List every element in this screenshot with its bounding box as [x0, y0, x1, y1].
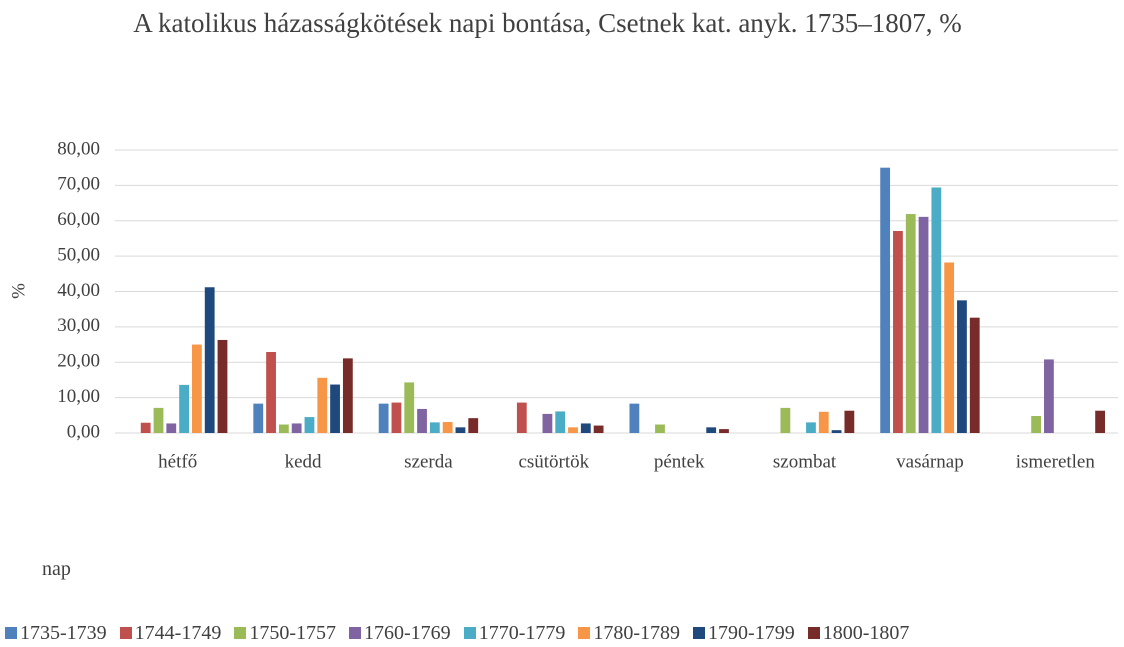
- bar: [831, 430, 842, 433]
- legend-item: 1744-1749: [119, 620, 222, 646]
- x-axis-label: nap: [42, 558, 71, 580]
- bar: [404, 382, 415, 433]
- y-tick-label: 10,00: [57, 386, 100, 407]
- legend: 1735-1739 1744-1749 1750-1757 1760-1769 1770…: [5, 620, 922, 646]
- x-tick-label: szombat: [773, 451, 837, 472]
- bar: [719, 429, 729, 433]
- bar: [291, 423, 302, 433]
- x-tick-label: csütörtök: [518, 451, 589, 472]
- bar: [516, 402, 527, 433]
- x-tick-label: szerda: [404, 451, 453, 472]
- chart-title: A katolikus házasságkötések napi bontása…: [133, 8, 962, 38]
- bar: [317, 377, 328, 433]
- bar: [468, 418, 479, 433]
- legend-label: 1735-1739: [20, 622, 107, 644]
- legend-label: 1760-1769: [364, 622, 451, 644]
- bar: [166, 423, 177, 433]
- bar: [555, 411, 566, 433]
- y-tick-label: 30,00: [57, 315, 100, 336]
- bar: [442, 422, 453, 433]
- legend-item: 1790-1799: [693, 620, 795, 646]
- legend-item: 1750-1757: [234, 620, 336, 646]
- bar: [391, 402, 402, 433]
- bar: [568, 427, 578, 433]
- legend-swatch: [578, 627, 591, 639]
- legend-item: 1770-1779: [463, 620, 566, 646]
- bar: [191, 344, 202, 433]
- bar: [844, 410, 855, 433]
- legend-swatch: [234, 627, 247, 639]
- bar: [957, 300, 967, 433]
- bar: [1044, 359, 1054, 433]
- x-tick-label: péntek: [654, 451, 705, 472]
- legend-label: 1800-1807: [822, 622, 910, 644]
- bar: [944, 262, 955, 433]
- bar: [818, 411, 829, 433]
- x-tick-label: kedd: [285, 451, 322, 472]
- bar: [655, 424, 665, 433]
- bar: [905, 214, 916, 433]
- bar: [278, 424, 289, 433]
- bar: [806, 422, 816, 433]
- legend-item: 1760-1769: [349, 620, 451, 646]
- bar: [253, 403, 264, 433]
- legend-label: 1790-1799: [708, 622, 795, 644]
- legend-item: 1735-1739: [5, 620, 107, 646]
- y-axis-label: %: [8, 283, 29, 299]
- legend-item: 1800-1807: [807, 620, 910, 646]
- x-tick-label: hétfő: [158, 451, 197, 472]
- bar: [629, 403, 640, 433]
- y-tick-label: 80,00: [57, 138, 100, 159]
- bar: [542, 413, 553, 433]
- bar: [266, 351, 276, 433]
- bar: [1031, 416, 1042, 433]
- bar: [931, 187, 942, 433]
- y-tick-label: 20,00: [57, 351, 100, 372]
- legend-swatch: [807, 627, 820, 639]
- y-tick-label: 70,00: [57, 174, 100, 195]
- legend-swatch: [119, 627, 132, 639]
- bar: [204, 287, 215, 433]
- bar: [342, 358, 353, 433]
- bar: [880, 167, 891, 433]
- bar: [153, 407, 164, 433]
- legend-swatch: [693, 627, 706, 639]
- y-tick-label: 40,00: [57, 280, 100, 301]
- legend-swatch: [5, 627, 17, 639]
- bar: [893, 231, 903, 433]
- bar: [580, 423, 591, 433]
- bar: [780, 407, 791, 433]
- legend-swatch: [463, 627, 476, 639]
- bar: [179, 384, 189, 433]
- bar: [378, 403, 389, 433]
- y-tick-label: 60,00: [57, 209, 100, 230]
- legend-item: 1780-1789: [578, 620, 680, 646]
- legend-label: 1770-1779: [478, 622, 566, 644]
- y-tick-label: 0,00: [67, 421, 100, 442]
- bar: [918, 216, 929, 433]
- bar: [330, 384, 340, 433]
- x-tick-label: ismeretlen: [1016, 451, 1096, 472]
- bar: [969, 317, 980, 433]
- chart: % 0,00 10,00 20,00 30,00 40,00 50,00 60,00 70,0…: [8, 138, 1118, 472]
- legend-label: 1744-1749: [134, 622, 222, 644]
- bar: [217, 339, 228, 433]
- bar: [304, 417, 315, 433]
- bar: [140, 422, 151, 433]
- bar: [593, 425, 604, 433]
- bar: [455, 427, 466, 433]
- bar: [1095, 410, 1106, 433]
- legend-label: 1780-1789: [593, 622, 681, 644]
- legend-label: 1750-1757: [249, 622, 337, 644]
- x-tick-label: vasárnap: [896, 451, 964, 472]
- y-tick-label: 50,00: [57, 244, 100, 265]
- bar: [417, 408, 427, 433]
- legend-swatch: [349, 627, 362, 639]
- bar: [706, 427, 717, 433]
- bar: [429, 422, 440, 433]
